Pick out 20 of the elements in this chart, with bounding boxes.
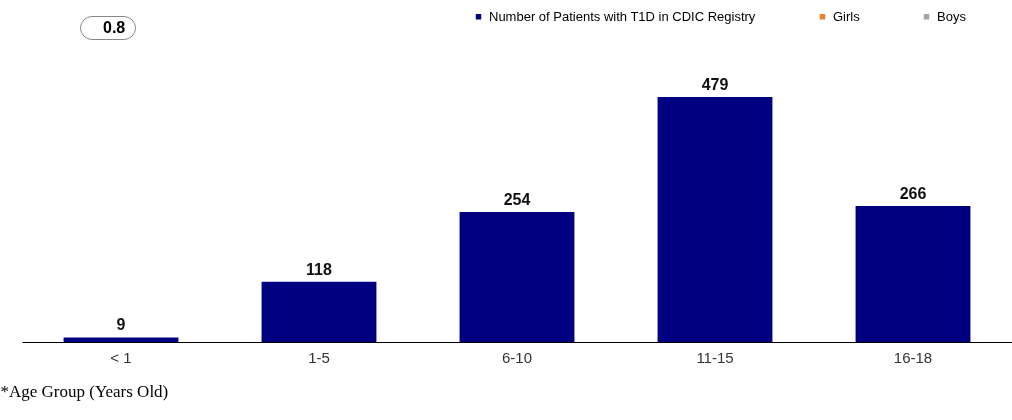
text: 0.8 xyxy=(80,16,137,40)
legend-label: Girls xyxy=(833,8,861,24)
x-tick-label: 11-15 xyxy=(696,348,734,366)
data-label: 118 xyxy=(306,260,333,278)
bar xyxy=(459,212,575,342)
bar xyxy=(261,281,377,342)
x-axis-title: *Age Group (Years Old) xyxy=(0,381,169,401)
data-label: 479 xyxy=(701,76,729,93)
legend-label: Number of Patients with T1D in CDIC Registry xyxy=(489,8,756,24)
x-tick-label: 1-5 xyxy=(308,348,330,366)
legend-label: Boys xyxy=(937,8,967,24)
x-tick-label: 6-10 xyxy=(501,348,533,366)
x-tick-label: < 1 xyxy=(110,348,132,366)
data-label: 254 xyxy=(503,191,531,209)
x-tick-label: 16-18 xyxy=(893,348,933,366)
data-label: 9 xyxy=(116,316,126,334)
bar xyxy=(657,97,773,342)
data-label: 266 xyxy=(899,184,927,202)
bar xyxy=(855,205,971,342)
bar xyxy=(63,337,179,342)
